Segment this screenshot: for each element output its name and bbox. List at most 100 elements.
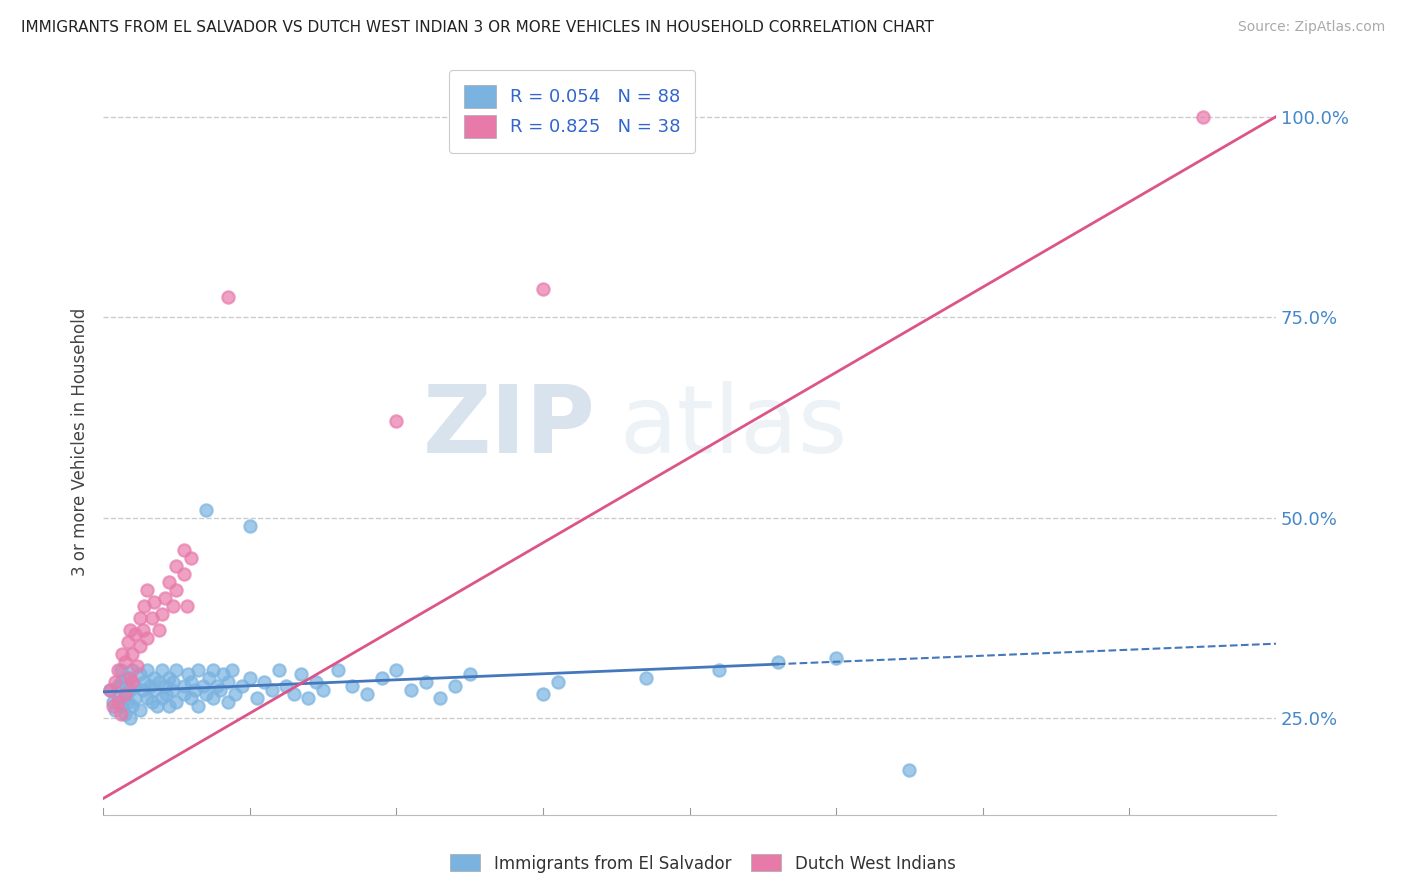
Point xyxy=(209,683,232,698)
Point xyxy=(100,683,122,698)
Point xyxy=(125,659,148,673)
Point xyxy=(104,703,127,717)
Point xyxy=(187,699,209,714)
Point xyxy=(197,671,219,685)
Point xyxy=(191,679,214,693)
Point xyxy=(202,691,225,706)
Point xyxy=(107,679,129,693)
Point xyxy=(385,663,408,677)
Point xyxy=(766,655,789,669)
Point xyxy=(415,675,437,690)
Point xyxy=(231,679,253,693)
Point xyxy=(143,595,166,609)
Point xyxy=(128,703,150,717)
Point xyxy=(184,683,207,698)
Point xyxy=(150,691,173,706)
Point xyxy=(155,687,177,701)
Point xyxy=(118,671,141,685)
Text: IMMIGRANTS FROM EL SALVADOR VS DUTCH WEST INDIAN 3 OR MORE VEHICLES IN HOUSEHOLD: IMMIGRANTS FROM EL SALVADOR VS DUTCH WES… xyxy=(21,20,934,35)
Point xyxy=(128,667,150,681)
Point xyxy=(356,687,378,701)
Point xyxy=(118,711,141,725)
Point xyxy=(104,675,127,690)
Point xyxy=(157,671,180,685)
Point xyxy=(121,647,143,661)
Point xyxy=(132,683,155,698)
Point xyxy=(114,687,136,701)
Point xyxy=(194,687,217,701)
Point xyxy=(153,591,176,605)
Point xyxy=(458,667,481,681)
Point xyxy=(267,663,290,677)
Point xyxy=(253,675,276,690)
Point xyxy=(283,687,305,701)
Point xyxy=(153,679,176,693)
Point xyxy=(165,695,187,709)
Point xyxy=(217,695,239,709)
Point xyxy=(173,566,195,581)
Point xyxy=(143,683,166,698)
Point xyxy=(399,683,422,698)
Point xyxy=(118,683,141,698)
Point xyxy=(107,691,129,706)
Point xyxy=(136,691,159,706)
Point xyxy=(305,675,328,690)
Point xyxy=(173,679,195,693)
Point xyxy=(128,611,150,625)
Y-axis label: 3 or more Vehicles in Household: 3 or more Vehicles in Household xyxy=(72,308,89,575)
Point xyxy=(224,687,246,701)
Point xyxy=(312,683,335,698)
Point xyxy=(118,623,141,637)
Point xyxy=(326,663,349,677)
Point xyxy=(107,663,129,677)
Text: Source: ZipAtlas.com: Source: ZipAtlas.com xyxy=(1237,20,1385,34)
Point xyxy=(221,663,243,677)
Legend: Immigrants from El Salvador, Dutch West Indians: Immigrants from El Salvador, Dutch West … xyxy=(444,847,962,880)
Point xyxy=(187,663,209,677)
Point xyxy=(136,582,159,597)
Point xyxy=(143,671,166,685)
Point xyxy=(136,663,159,677)
Point xyxy=(217,675,239,690)
Point xyxy=(124,679,146,693)
Point xyxy=(260,683,283,698)
Point xyxy=(239,518,262,533)
Point xyxy=(107,695,129,709)
Point xyxy=(134,599,156,613)
Point xyxy=(165,558,187,573)
Point xyxy=(117,695,139,709)
Point xyxy=(110,663,132,677)
Point xyxy=(141,695,163,709)
Point xyxy=(157,699,180,714)
Point xyxy=(165,663,187,677)
Point xyxy=(150,663,173,677)
Point xyxy=(531,282,554,296)
Point xyxy=(121,675,143,690)
Point xyxy=(898,764,921,778)
Point xyxy=(148,675,170,690)
Point xyxy=(173,687,195,701)
Point xyxy=(276,679,298,693)
Point xyxy=(194,502,217,516)
Point xyxy=(707,663,730,677)
Point xyxy=(217,290,239,304)
Point xyxy=(111,699,134,714)
Point xyxy=(121,663,143,677)
Legend: R = 0.054   N = 88, R = 0.825   N = 38: R = 0.054 N = 88, R = 0.825 N = 38 xyxy=(449,70,696,153)
Point xyxy=(531,687,554,701)
Point xyxy=(1191,110,1213,124)
Text: atlas: atlas xyxy=(619,381,848,473)
Point xyxy=(114,687,136,701)
Point xyxy=(180,550,202,565)
Point xyxy=(132,623,155,637)
Point xyxy=(114,655,136,669)
Point xyxy=(121,699,143,714)
Point xyxy=(117,635,139,649)
Point xyxy=(134,675,156,690)
Point xyxy=(162,675,184,690)
Point xyxy=(100,683,122,698)
Point xyxy=(207,679,229,693)
Point xyxy=(429,691,451,706)
Point xyxy=(212,667,235,681)
Point xyxy=(202,663,225,677)
